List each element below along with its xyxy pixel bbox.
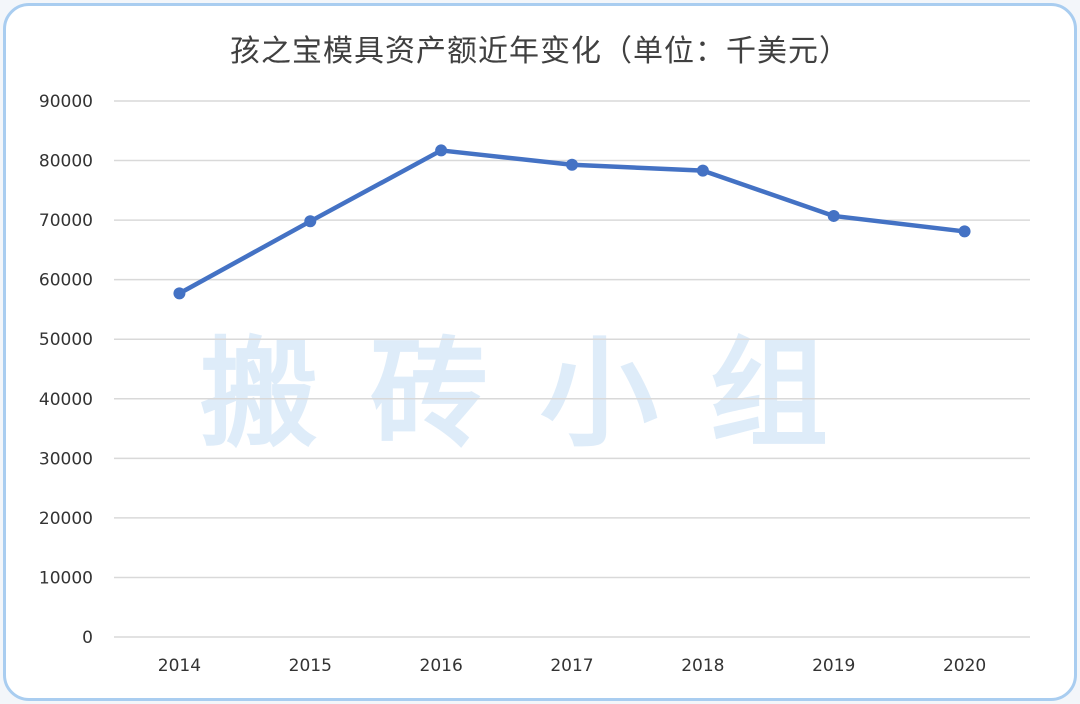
y-tick-label: 20000: [39, 509, 93, 529]
x-tick-label: 2016: [420, 656, 463, 676]
y-tick-label: 80000: [39, 152, 93, 172]
data-point: [696, 164, 709, 177]
x-tick-label: 2017: [550, 656, 593, 676]
y-tick-label: 70000: [39, 211, 93, 231]
x-tick-label: 2018: [681, 656, 724, 676]
y-axis-labels: 0 10000 20000 30000 40000 50000 60000 70000 8000…: [39, 92, 93, 648]
data-point: [958, 225, 971, 238]
x-tick-label: 2020: [943, 656, 986, 676]
series: [173, 144, 971, 300]
y-tick-label: 10000: [39, 568, 93, 588]
x-tick-label: 2015: [289, 656, 332, 676]
data-point: [827, 209, 840, 222]
y-tick-label: 0: [82, 628, 93, 648]
y-tick-label: 40000: [39, 390, 93, 410]
chart-title: 孩之宝模具资产额近年变化（单位：千美元）: [230, 34, 850, 69]
watermark: 搬砖小组: [199, 325, 880, 463]
data-point: [304, 215, 317, 228]
y-tick-label: 30000: [39, 449, 93, 469]
series-line: [177, 148, 967, 296]
x-tick-label: 2014: [158, 656, 201, 676]
y-tick-label: 90000: [39, 92, 93, 112]
gridlines: [114, 100, 1030, 638]
x-axis-labels: 2014 2015 2016 2017 2018 2019 2020: [158, 656, 986, 676]
chart-frame: [3, 3, 1077, 701]
data-point: [435, 144, 448, 157]
data-point: [566, 158, 578, 171]
y-tick-label: 50000: [39, 330, 93, 350]
y-tick-label: 60000: [39, 271, 93, 291]
data-point: [173, 287, 186, 300]
x-tick-label: 2019: [812, 656, 855, 676]
